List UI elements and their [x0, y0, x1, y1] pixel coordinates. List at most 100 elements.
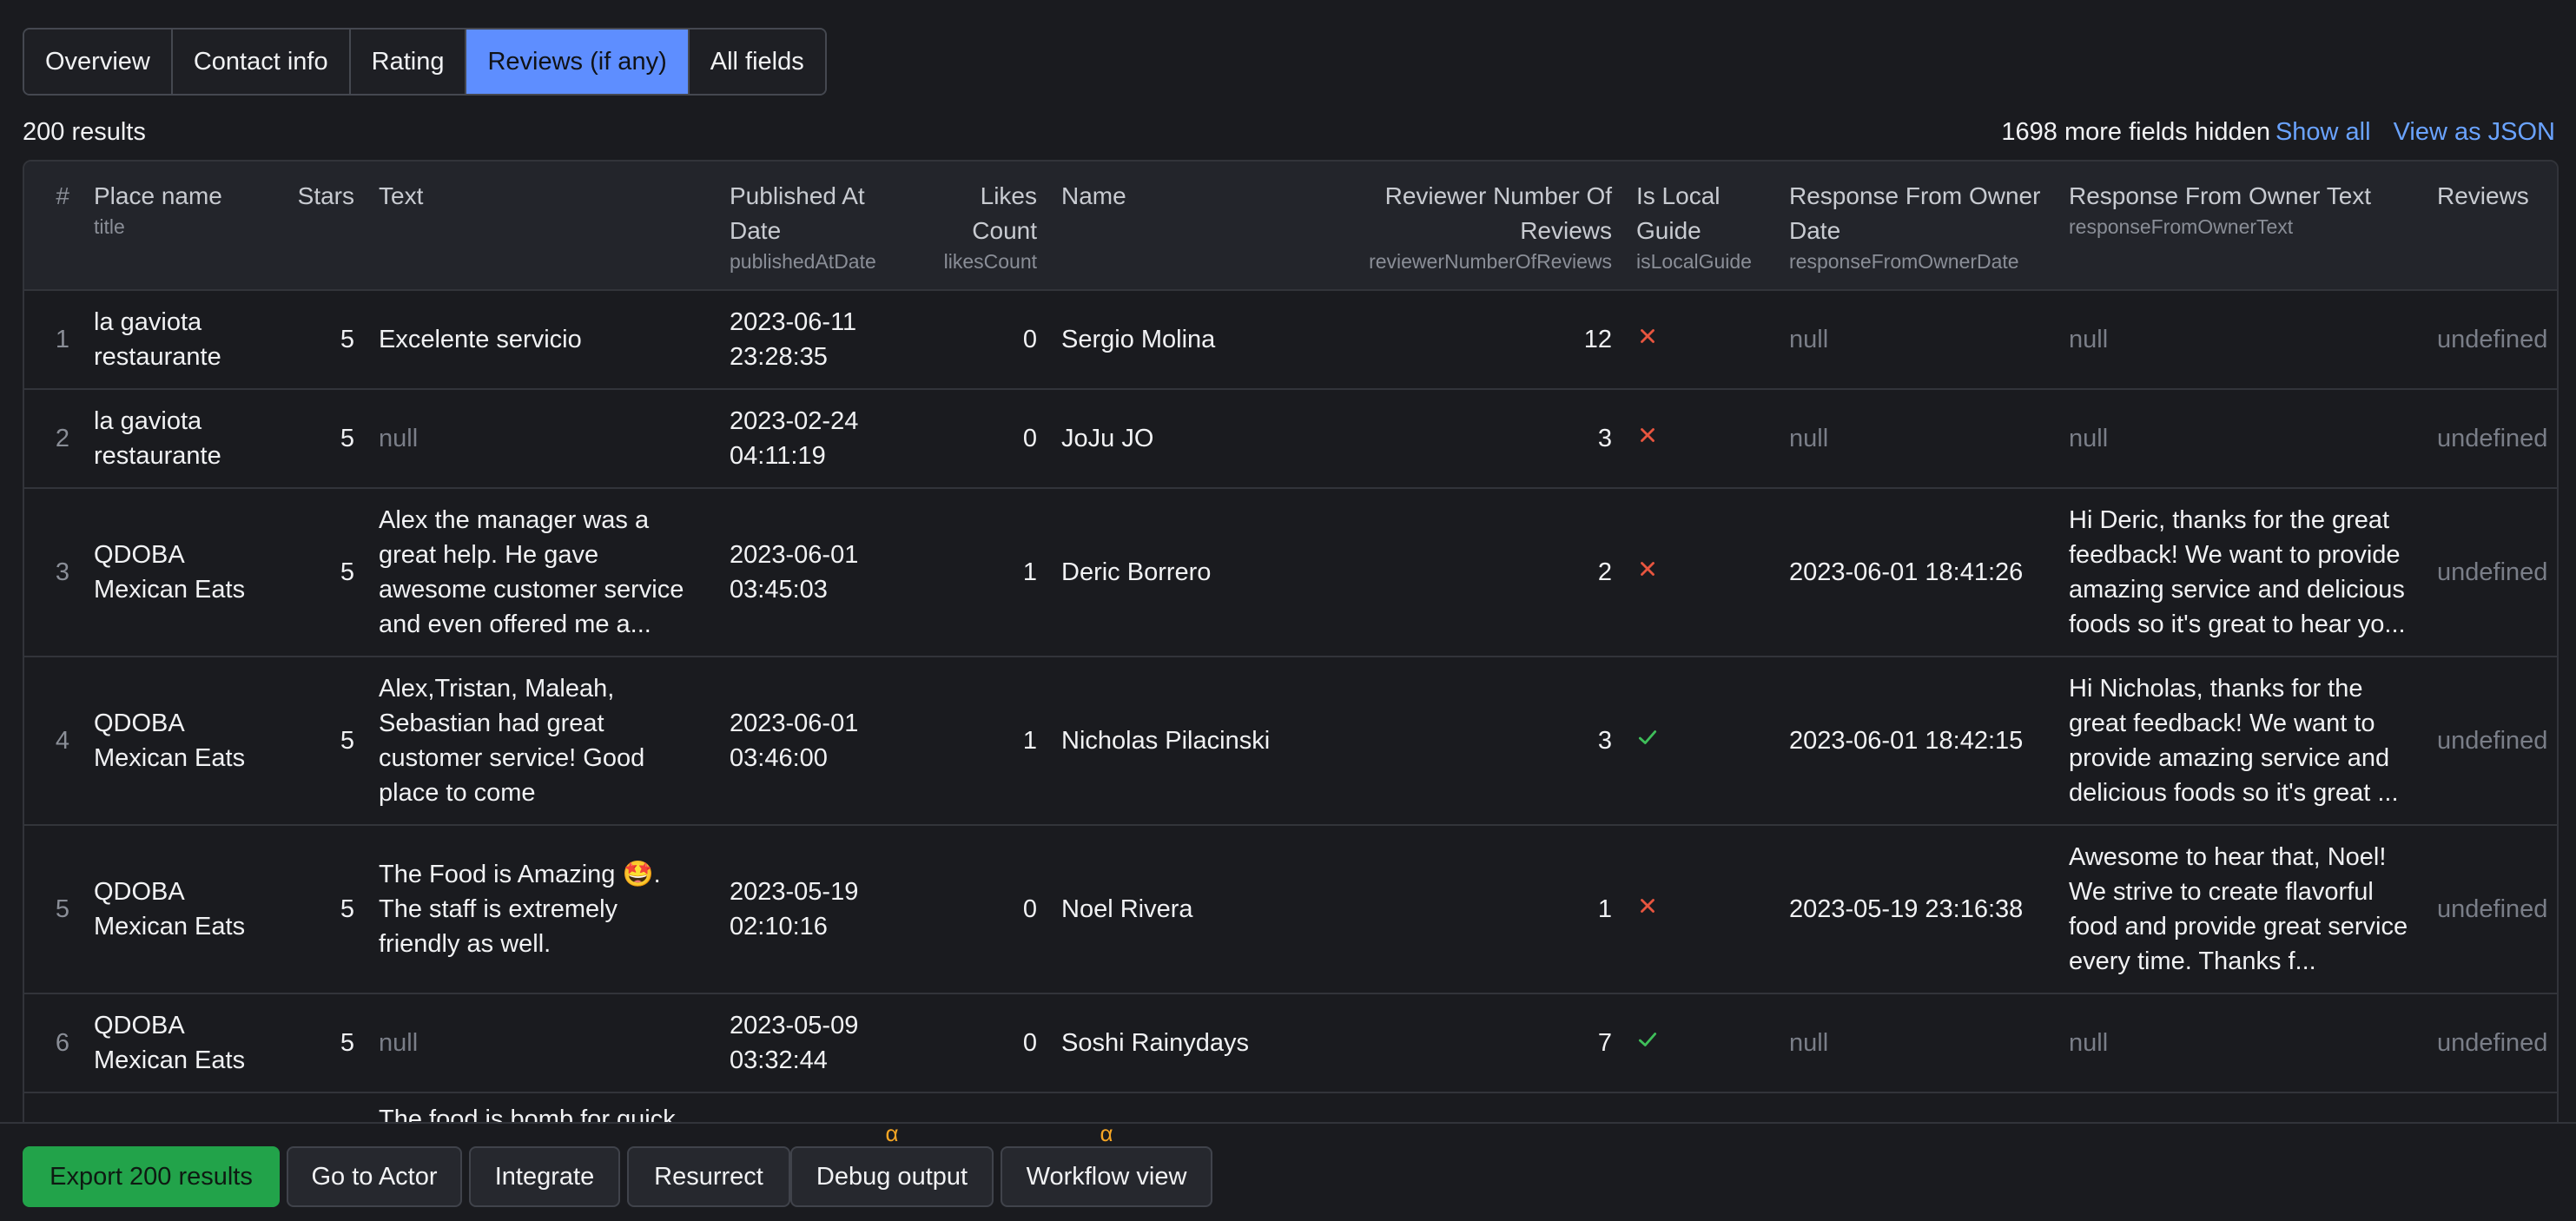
cell-name: Nicholas Pilacinski [1061, 727, 1271, 755]
tab-overview[interactable]: Overview [24, 30, 173, 94]
cell-name: Noel Rivera [1061, 895, 1193, 923]
col-header-likes[interactable]: Likes Count likesCount [943, 182, 1037, 273]
cell-reviewer-reviews: 2 [1597, 558, 1612, 586]
cell-reviews: undefined [2437, 895, 2548, 923]
debug-output-label: Debug output [816, 1162, 968, 1191]
cell-likes: 0 [1022, 895, 1037, 923]
cell-likes: 0 [1022, 1029, 1037, 1057]
check-icon [1638, 730, 1657, 744]
table-row[interactable]: 5 QDOBA Mexican Eats 5 The Food is Amazing … [24, 825, 2557, 993]
results-table-container[interactable]: # Place name title Stars Text Published A… [23, 160, 2559, 1125]
cell-place-name [82, 1092, 278, 1124]
integrate-button[interactable]: Integrate [469, 1146, 620, 1207]
cross-icon [1641, 899, 1655, 913]
cross-icon [1641, 562, 1655, 576]
col-header-reviews[interactable]: Reviews [2437, 182, 2529, 209]
cell-owner-text: Hi Deric, thanks for the great feedback!… [2069, 506, 2406, 638]
cell-reviewer-reviews [1303, 1092, 1624, 1124]
cell-index: 1 [55, 326, 69, 353]
cell-reviews: undefined [2437, 1029, 2548, 1057]
tab-all-fields[interactable]: All fields [689, 30, 825, 94]
cell-stars: 5 [340, 326, 354, 353]
cell-name [1049, 1092, 1303, 1124]
cell-likes: 0 [1022, 326, 1037, 353]
cell-published: 2023-06-01 03:46:00 [730, 710, 859, 772]
go-to-actor-button[interactable]: Go to Actor [287, 1146, 462, 1207]
cell-reviewer-reviews: 1 [1597, 895, 1612, 923]
alpha-badge: α [885, 1120, 899, 1146]
cell-reviewer-reviews: 12 [1583, 326, 1612, 353]
cell-text: The food is bomb for quick [379, 1106, 676, 1125]
col-header-text[interactable]: Text [379, 182, 424, 209]
table-row[interactable]: 6 QDOBA Mexican Eats 5 null 2023-05-09 03:32… [24, 993, 2557, 1092]
table-row[interactable]: 2 la gaviota restaurante 5 null 2023-02-24 0… [24, 389, 2557, 488]
cell-local-guide [1624, 825, 1777, 993]
cell-local-guide [1624, 389, 1777, 488]
view-tabs: Overview Contact info Rating Reviews (if… [23, 28, 827, 96]
tab-contact-info[interactable]: Contact info [172, 30, 351, 94]
col-header-stars[interactable]: Stars [297, 182, 354, 209]
action-bar: Export 200 results Go to Actor Integrate… [0, 1120, 2576, 1221]
export-results-button[interactable]: Export 200 results [23, 1146, 280, 1207]
show-all-link[interactable]: Show all [2275, 118, 2371, 146]
table-row[interactable]: 4 QDOBA Mexican Eats 5 Alex,Tristan, Maleah… [24, 657, 2557, 825]
col-header-published[interactable]: Published At Date publishedAtDate [730, 182, 876, 273]
cell-name: JoJu JO [1061, 425, 1154, 452]
table-row[interactable]: The food is bomb for quick [24, 1092, 2557, 1125]
col-header-owner-date[interactable]: Response From Owner Date responseFromOwne… [1789, 182, 2041, 273]
cell-text: null [379, 1029, 419, 1057]
cell-owner-date: null [1789, 425, 1829, 452]
table-header-row: # Place name title Stars Text Published A… [24, 162, 2557, 290]
cell-local-guide [1624, 657, 1777, 825]
col-header-owner-text[interactable]: Response From Owner Text responseFromOwne… [2069, 182, 2372, 238]
cell-stars: 5 [340, 558, 354, 586]
cell-index [24, 1092, 82, 1124]
col-header-index[interactable]: # [56, 182, 69, 209]
table-row[interactable]: 3 QDOBA Mexican Eats 5 Alex the manager was… [24, 488, 2557, 657]
cell-likes: 1 [1022, 727, 1037, 755]
cell-local-guide [1624, 488, 1777, 657]
cell-owner-date: 2023-05-19 23:16:38 [1789, 895, 2024, 923]
cell-place-name: QDOBA Mexican Eats [94, 710, 246, 772]
cell-name: Deric Borrero [1061, 558, 1212, 586]
cell-name: Soshi Rainydays [1061, 1029, 1249, 1057]
cell-reviews [2425, 1092, 2557, 1124]
col-header-name[interactable]: Name [1061, 182, 1126, 209]
cell-local-guide [1624, 993, 1777, 1092]
cell-text: null [379, 425, 419, 452]
table-row[interactable]: 1 la gaviota restaurante 5 Excelente servic… [24, 290, 2557, 389]
cell-local-guide [1624, 290, 1777, 389]
cell-published: 2023-02-24 04:11:19 [730, 407, 859, 470]
cell-owner-text: null [2069, 326, 2109, 353]
resurrect-button[interactable]: Resurrect [627, 1146, 790, 1207]
cell-owner-date: null [1789, 1029, 1829, 1057]
cross-icon [1641, 329, 1655, 343]
cell-reviewer-reviews: 3 [1597, 727, 1612, 755]
cell-index: 6 [55, 1029, 69, 1057]
results-count: 200 results [23, 118, 146, 146]
cell-published [717, 1092, 907, 1124]
col-header-place-name[interactable]: Place name title [94, 182, 222, 238]
view-as-json-link[interactable]: View as JSON [2393, 118, 2555, 146]
cell-local-guide [1624, 1092, 1777, 1124]
cell-place-name: la gaviota restaurante [94, 407, 221, 470]
debug-output-button[interactable]: α Debug output [790, 1120, 994, 1207]
cell-place-name: QDOBA Mexican Eats [94, 541, 246, 604]
results-table: # Place name title Stars Text Published A… [24, 162, 2557, 1125]
cell-index: 3 [55, 558, 69, 586]
col-header-reviewer-reviews[interactable]: Reviewer Number Of Reviews reviewerNumber… [1369, 182, 1612, 273]
cell-owner-text: Hi Nicholas, thanks for the great feedba… [2069, 675, 2399, 807]
workflow-view-button[interactable]: α Workflow view [1001, 1120, 1212, 1207]
cell-reviews: undefined [2437, 326, 2548, 353]
alpha-badge: α [1100, 1120, 1113, 1146]
col-header-local-guide[interactable]: Is Local Guide isLocalGuide [1636, 182, 1752, 273]
cell-published: 2023-06-01 03:45:03 [730, 541, 859, 604]
tab-rating[interactable]: Rating [350, 30, 467, 94]
cell-name: Sergio Molina [1061, 326, 1216, 353]
cell-likes: 1 [1022, 558, 1037, 586]
cell-text: Alex the manager was a great help. He ga… [379, 506, 684, 638]
cell-owner-text: Awesome to hear that, Noel! We strive to… [2069, 843, 2408, 975]
tab-reviews[interactable]: Reviews (if any) [466, 30, 690, 94]
cell-reviewer-reviews: 7 [1597, 1029, 1612, 1057]
cell-place-name: la gaviota restaurante [94, 308, 221, 371]
